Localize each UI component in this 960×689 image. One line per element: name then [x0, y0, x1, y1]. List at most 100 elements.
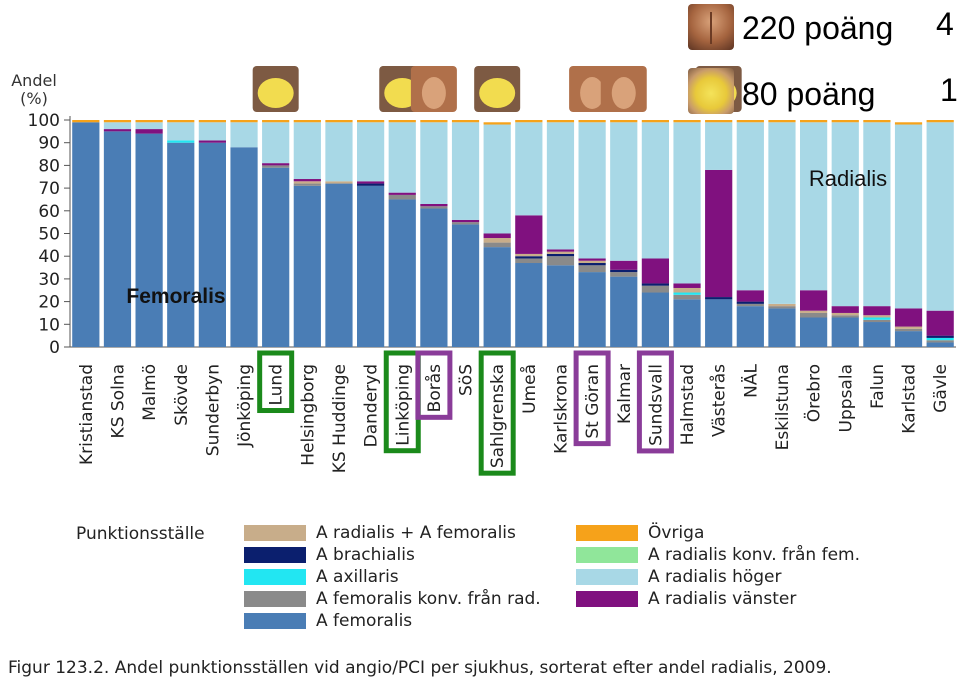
bar-segment-a-femoralis [705, 299, 733, 347]
score-low-count: 1 [940, 72, 958, 108]
chart-legend: Punktionsställe A radialis + A femoralis… [76, 520, 956, 640]
bar-segment--vriga [926, 120, 954, 123]
bar-segment-a-femoralis [325, 183, 353, 347]
bar-segment--vriga [863, 120, 891, 123]
bar-segment-a-radialis-h-ger [610, 122, 638, 261]
bar-segment--vriga [357, 120, 385, 123]
bar-segment-a-radialis-a-femoralis [800, 310, 828, 313]
bar-segment-a-radialis-v-nster [641, 258, 669, 284]
muscular-torso-icon [600, 66, 647, 112]
bar-segment-a-femoralis-konv-fr-n-rad- [546, 256, 575, 266]
bar-segment-a-radialis-h-ger [800, 122, 828, 291]
bar-segment-a-brachialis [705, 297, 733, 300]
bar-segment-a-radialis-h-ger [451, 122, 480, 220]
bar-segment-a-radialis-h-ger [325, 122, 353, 182]
bar-segment-a-radialis-h-ger [736, 122, 764, 291]
bar-segment-a-radialis-h-ger [926, 122, 954, 311]
bar-segment--vriga [483, 122, 511, 125]
bar-segment-a-femoralis-konv-fr-n-rad- [262, 165, 290, 168]
bar-segment-a-radialis-h-ger [135, 122, 163, 130]
bar-segment-a-radialis-v-nster [800, 290, 828, 311]
category-label: Falun [868, 364, 888, 409]
y-tick-label: 80 [38, 156, 60, 176]
bar-segment-a-radialis-h-ger [230, 122, 258, 148]
category-label: Sahlgrenska [488, 364, 508, 468]
bar-segment-a-radialis-v-nster [420, 203, 448, 207]
legend-left-item: A radialis + A femoralis [244, 522, 516, 544]
bar-segment-a-brachialis [578, 263, 606, 266]
bar-segment-a-femoralis [831, 317, 859, 347]
category-label: Sunderbyn [203, 364, 223, 456]
category-label: Uppsala [836, 364, 856, 432]
y-tick-label: 10 [38, 315, 60, 335]
bar-segment-a-radialis-h-ger [198, 122, 226, 141]
bar-segment-a-radialis-a-femoralis [863, 315, 891, 318]
annotation-radialis: Radialis [809, 166, 887, 191]
bar-segment-a-radialis-v-nster [262, 163, 290, 166]
belly-torso-icon [252, 66, 299, 112]
legend-right-item: A radialis konv. från fem. [576, 544, 860, 566]
bar-segment-a-radialis-a-femoralis [483, 238, 511, 243]
bar-segment--vriga [167, 120, 195, 123]
legend-swatch [576, 591, 638, 607]
bar-segment-a-femoralis [230, 147, 258, 347]
bar-segment-a-radialis-h-ger [768, 122, 796, 304]
category-label: Helsingborg [298, 364, 318, 466]
bar-segment-a-radialis-h-ger [894, 124, 923, 309]
bar-segment-a-femoralis-konv-fr-n-rad- [831, 315, 859, 318]
bar-segment-a-radialis-h-ger [863, 122, 891, 307]
bar-segment-a-femoralis-konv-fr-n-rad- [926, 340, 954, 343]
bar-segment-a-axillaris [167, 140, 195, 143]
legend-label: A brachialis [316, 545, 415, 565]
highlight-box [415, 350, 453, 420]
bar-segment-a-radialis-v-nster [198, 140, 226, 143]
bar-segment-a-brachialis [926, 335, 954, 338]
category-label: Kalmar [615, 364, 635, 424]
bar-segment-a-radialis-v-nster [610, 260, 638, 270]
bar-segment-a-radialis-h-ger [483, 124, 511, 234]
category-label: Malmö [140, 364, 160, 421]
bar-segment-a-radialis-v-nster [863, 306, 891, 316]
bar-segment-a-radialis-v-nster [546, 249, 575, 252]
legend-right-item: A radialis höger [576, 566, 782, 588]
bar-segment-a-radialis-a-femoralis [546, 251, 575, 254]
bar-segment-a-femoralis [800, 317, 828, 347]
category-label: Lund [267, 364, 287, 406]
category-label: NÄL [740, 363, 761, 397]
y-tick-label: 50 [38, 225, 60, 245]
bar-segment-a-radialis-h-ger [167, 122, 195, 141]
bar-segment-a-femoralis-konv-fr-n-rad- [293, 183, 321, 186]
bar-segment-a-radialis-h-ger [641, 122, 669, 259]
bar-segment--vriga [451, 120, 480, 123]
muscular-torso-icon [410, 66, 457, 112]
bar-segment-a-radialis-h-ger [262, 122, 290, 164]
bar-segment-a-femoralis-konv-fr-n-rad- [483, 242, 511, 248]
bar-segment-a-femoralis [926, 342, 954, 347]
category-label: Linköping [393, 364, 413, 446]
bar-segment-a-femoralis-konv-fr-n-rad- [800, 312, 828, 318]
y-axis-label: Andel [11, 71, 57, 90]
bar-segment-a-femoralis [641, 292, 669, 347]
bar-segment-a-radialis-a-femoralis [578, 260, 606, 264]
bar-segment-a-radialis-v-nster [831, 306, 859, 313]
bar-segment-a-femoralis [483, 247, 511, 347]
bar-segment-a-axillaris [673, 292, 701, 295]
bar-segment--vriga [262, 120, 290, 123]
bar-segment-a-brachialis [641, 283, 669, 286]
bar-segment-a-radialis-h-ger [103, 122, 132, 130]
bar-segment-a-radialis-v-nster [736, 290, 764, 302]
belly-torso-icon [688, 68, 734, 114]
legend-left-item: A femoralis [244, 610, 412, 632]
bar-segment--vriga [578, 120, 606, 123]
category-label: Kristianstad [77, 364, 97, 465]
category-label: KS Huddinge [330, 364, 350, 473]
bar-segment--vriga [831, 120, 859, 123]
category-label: Västerås [709, 364, 730, 437]
legend-title: Punktionsställe [76, 524, 205, 544]
bar-segment-a-axillaris [926, 337, 954, 341]
bar-segment--vriga [293, 120, 321, 123]
muscular-torso-icon [688, 4, 734, 50]
bar-segment--vriga [800, 120, 828, 123]
bar-segment--vriga [673, 120, 701, 123]
bar-segment-a-femoralis-konv-fr-n-rad- [420, 206, 448, 209]
